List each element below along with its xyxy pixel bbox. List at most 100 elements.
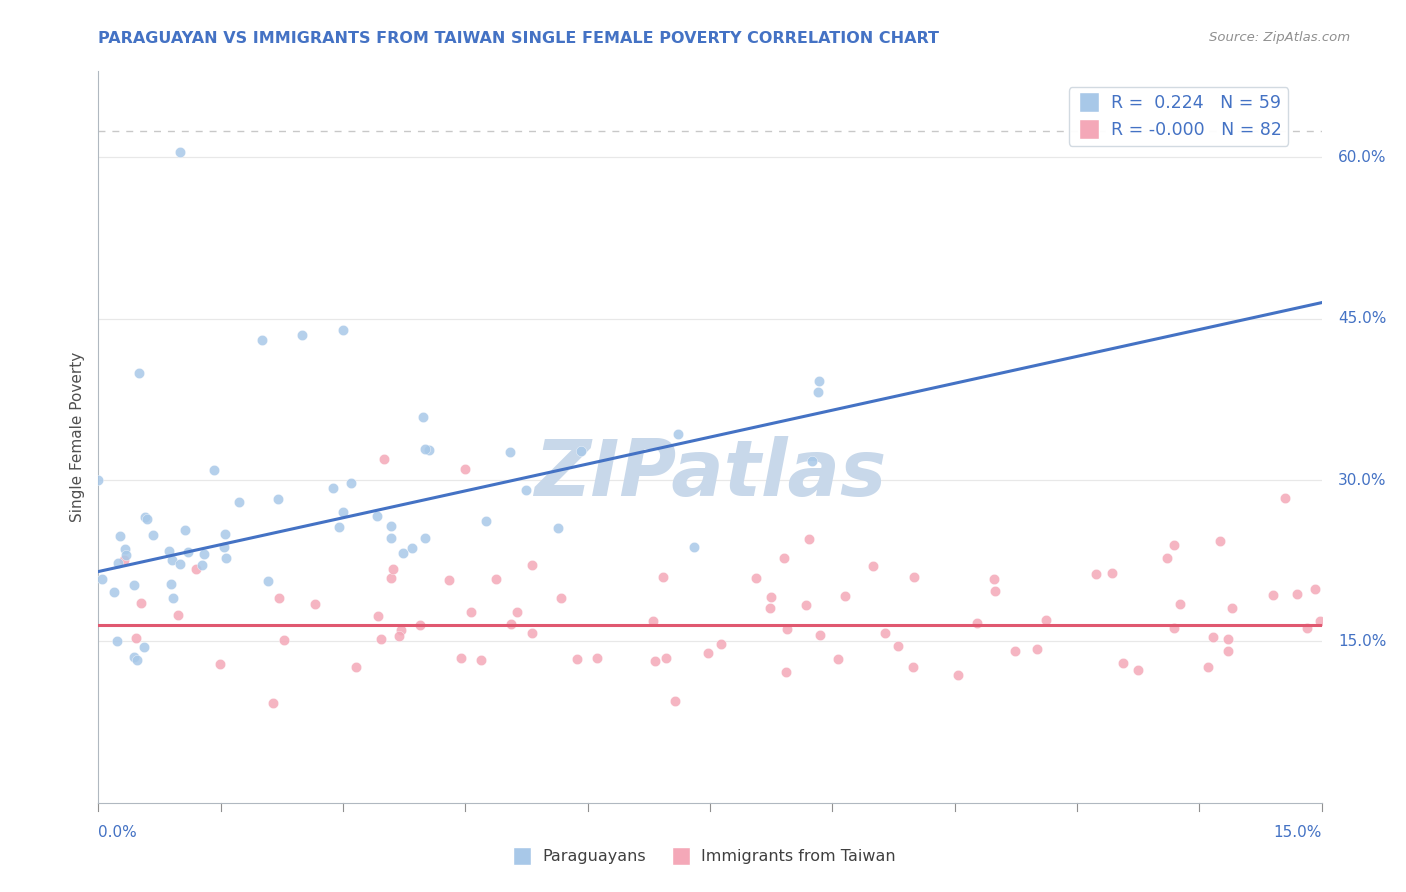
Point: [413, 442, 436, 457]
Point: [322, 481, 344, 495]
Point: [1202, 630, 1225, 644]
Point: [392, 546, 415, 560]
Point: [827, 652, 849, 666]
Point: [522, 558, 544, 572]
Point: [515, 483, 537, 497]
Point: [380, 519, 402, 533]
Point: [112, 553, 135, 567]
Point: [169, 145, 191, 159]
Point: [1084, 567, 1107, 582]
Point: [136, 512, 159, 526]
Point: [267, 491, 290, 506]
Point: [569, 443, 592, 458]
Point: [186, 562, 208, 576]
Y-axis label: Single Female Poverty: Single Female Poverty: [69, 352, 84, 522]
Point: [946, 667, 969, 681]
Point: [485, 572, 508, 586]
Point: [775, 622, 797, 636]
Point: [520, 626, 543, 640]
Point: [1261, 588, 1284, 602]
Point: [1168, 597, 1191, 611]
Point: [773, 551, 796, 566]
Legend: Paraguayans, Immigrants from Taiwan: Paraguayans, Immigrants from Taiwan: [503, 843, 903, 871]
Point: [214, 527, 236, 541]
Point: [344, 659, 367, 673]
Text: 60.0%: 60.0%: [1339, 150, 1386, 165]
Point: [373, 451, 395, 466]
Point: [332, 505, 354, 519]
Point: [212, 541, 235, 555]
Point: [775, 665, 797, 679]
Point: [655, 651, 678, 665]
Point: [262, 696, 284, 710]
Point: [409, 617, 432, 632]
Point: [169, 558, 191, 572]
Point: [1163, 621, 1185, 635]
Point: [418, 442, 440, 457]
Point: [108, 529, 131, 543]
Point: [683, 540, 706, 554]
Point: [162, 591, 184, 605]
Point: [758, 601, 780, 615]
Point: [215, 551, 238, 566]
Point: [388, 629, 411, 643]
Point: [475, 514, 498, 528]
Point: [1216, 644, 1239, 658]
Point: [1035, 613, 1057, 627]
Point: [437, 574, 460, 588]
Point: [710, 637, 733, 651]
Text: 15.0%: 15.0%: [1339, 634, 1386, 649]
Point: [547, 521, 569, 535]
Point: [177, 545, 200, 559]
Point: [87, 473, 110, 487]
Point: [460, 605, 482, 619]
Point: [1303, 582, 1326, 596]
Point: [470, 653, 492, 667]
Point: [328, 519, 350, 533]
Point: [1309, 614, 1331, 628]
Point: [107, 557, 129, 571]
Point: [1026, 642, 1049, 657]
Text: 45.0%: 45.0%: [1339, 311, 1386, 326]
Point: [256, 574, 278, 589]
Point: [1296, 622, 1319, 636]
Point: [808, 628, 831, 642]
Point: [1163, 538, 1185, 552]
Point: [339, 476, 361, 491]
Point: [1286, 587, 1309, 601]
Point: [1209, 533, 1232, 548]
Point: [1216, 632, 1239, 646]
Point: [413, 531, 436, 545]
Point: [1126, 663, 1149, 677]
Text: ZIPatlas: ZIPatlas: [534, 435, 886, 512]
Point: [380, 531, 402, 545]
Point: [124, 631, 146, 645]
Legend: R =  0.224   N = 59, R = -0.000   N = 82: R = 0.224 N = 59, R = -0.000 N = 82: [1069, 87, 1288, 146]
Point: [506, 605, 529, 619]
Point: [159, 577, 181, 591]
Point: [173, 523, 195, 537]
Point: [380, 571, 402, 585]
Point: [651, 570, 673, 584]
Point: [808, 374, 831, 388]
Point: [250, 333, 273, 347]
Point: [644, 654, 666, 668]
Point: [129, 596, 152, 610]
Point: [450, 650, 472, 665]
Point: [984, 584, 1007, 599]
Point: [91, 572, 114, 586]
Point: [273, 633, 295, 648]
Point: [1004, 644, 1026, 658]
Point: [886, 639, 908, 653]
Point: [1112, 656, 1135, 670]
Point: [499, 616, 522, 631]
Text: 15.0%: 15.0%: [1274, 825, 1322, 840]
Point: [166, 608, 188, 623]
Point: [202, 463, 225, 477]
Point: [745, 571, 768, 585]
Point: [304, 597, 326, 611]
Point: [389, 624, 412, 638]
Point: [122, 577, 145, 591]
Point: [550, 591, 572, 605]
Point: [269, 591, 291, 605]
